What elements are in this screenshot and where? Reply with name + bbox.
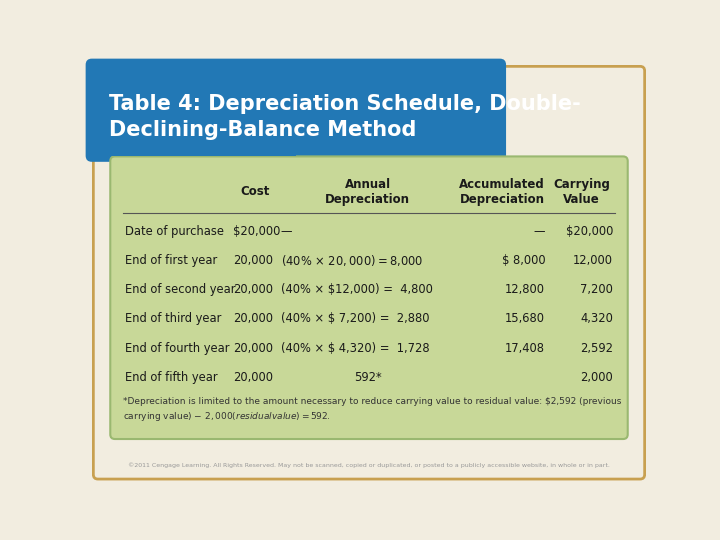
Text: —: — (534, 225, 545, 238)
Bar (92, 65, 296, 156)
Text: (40% × $12,000) =  4,800: (40% × $12,000) = 4,800 (281, 283, 433, 296)
Text: 12,000: 12,000 (573, 254, 613, 267)
Text: $20,000: $20,000 (233, 225, 280, 238)
Text: 592*: 592* (354, 371, 382, 384)
Text: 20,000: 20,000 (233, 254, 273, 267)
Text: End of third year: End of third year (125, 313, 221, 326)
Text: 15,680: 15,680 (505, 313, 545, 326)
Text: $20,000: $20,000 (566, 225, 613, 238)
Text: 20,000: 20,000 (233, 313, 273, 326)
Text: (40% × $ 7,200) =  2,880: (40% × $ 7,200) = 2,880 (281, 313, 429, 326)
Text: *Depreciation is limited to the amount necessary to reduce carrying value to res: *Depreciation is limited to the amount n… (122, 397, 621, 423)
Text: End of fifth year: End of fifth year (125, 371, 217, 384)
Text: Carrying
Value: Carrying Value (553, 178, 610, 206)
Text: 2,000: 2,000 (580, 371, 613, 384)
Text: 20,000: 20,000 (233, 283, 273, 296)
FancyBboxPatch shape (110, 157, 628, 439)
FancyBboxPatch shape (86, 59, 506, 162)
Text: 2,592: 2,592 (580, 342, 613, 355)
Bar (92, 65, 500, 110)
Text: End of second year: End of second year (125, 283, 235, 296)
Text: 17,408: 17,408 (505, 342, 545, 355)
Text: Date of purchase: Date of purchase (125, 225, 224, 238)
Text: 12,800: 12,800 (505, 283, 545, 296)
Text: Accumulated
Depreciation: Accumulated Depreciation (459, 178, 545, 206)
Text: 20,000: 20,000 (233, 371, 273, 384)
Text: (40% × $20,000) = $8,000: (40% × $20,000) = $8,000 (281, 253, 423, 268)
Text: 4,320: 4,320 (580, 313, 613, 326)
Text: Cost: Cost (240, 185, 269, 198)
Text: End of first year: End of first year (125, 254, 217, 267)
Text: 20,000: 20,000 (233, 342, 273, 355)
Text: Table 4: Depreciation Schedule, Double-
Declining-Balance Method: Table 4: Depreciation Schedule, Double- … (109, 94, 580, 140)
Text: Annual
Depreciation: Annual Depreciation (325, 178, 410, 206)
Text: —: — (281, 225, 292, 238)
Text: $ 8,000: $ 8,000 (502, 254, 545, 267)
Text: End of fourth year: End of fourth year (125, 342, 230, 355)
Text: 7,200: 7,200 (580, 283, 613, 296)
Text: (40% × $ 4,320) =  1,728: (40% × $ 4,320) = 1,728 (281, 342, 429, 355)
Text: ©2011 Cengage Learning. All Rights Reserved. May not be scanned, copied or dupli: ©2011 Cengage Learning. All Rights Reser… (128, 462, 610, 468)
FancyBboxPatch shape (94, 66, 644, 479)
